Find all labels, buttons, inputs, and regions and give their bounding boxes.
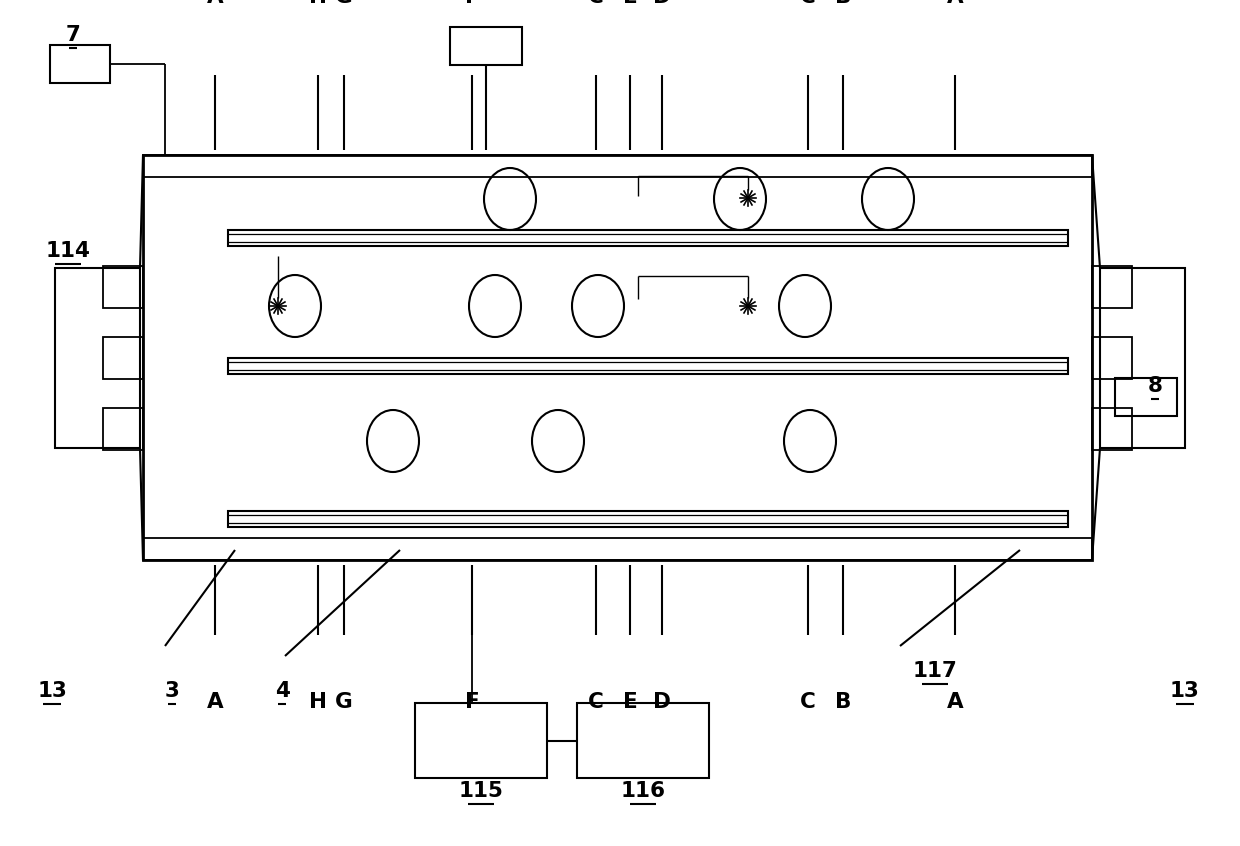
Text: F: F [465,692,480,712]
Bar [228,511,1068,527]
Bar [103,337,143,379]
Text: C: C [800,0,816,7]
Text: 13: 13 [37,681,67,701]
Bar [55,268,140,448]
Text: 115: 115 [459,781,503,801]
Bar [50,45,110,83]
Bar [1100,268,1185,448]
Text: A: A [207,0,223,7]
Text: 13: 13 [1171,681,1200,701]
Text: 4: 4 [274,681,289,701]
Text: 8: 8 [1147,376,1163,396]
Bar [228,358,1068,374]
Bar [1092,266,1132,308]
Text: C: C [800,692,816,712]
Text: 117: 117 [913,661,957,681]
Text: A: A [946,692,963,712]
Bar [450,27,522,65]
Text: H: H [309,692,327,712]
Bar [143,155,1092,177]
Text: G: G [335,692,353,712]
Text: C: C [588,0,604,7]
Text: B: B [835,0,851,7]
Text: E: E [622,0,637,7]
Bar [1092,337,1132,379]
Text: A: A [207,692,223,712]
Bar [415,703,547,778]
Text: C: C [588,692,604,712]
Text: B: B [835,692,851,712]
Bar [577,703,709,778]
Text: 7: 7 [66,25,81,45]
Text: E: E [622,692,637,712]
Text: 114: 114 [46,241,91,261]
Bar [103,266,143,308]
Text: A: A [946,0,963,7]
Text: 116: 116 [620,781,666,801]
Text: G: G [335,0,353,7]
Bar [103,408,143,450]
Text: D: D [653,0,671,7]
Bar [143,538,1092,560]
Text: 3: 3 [165,681,180,701]
Bar [228,230,1068,246]
Text: D: D [653,692,671,712]
Text: F: F [465,0,480,7]
Text: H: H [309,0,327,7]
Bar [143,155,1092,560]
Bar [1115,378,1177,416]
Bar [1092,408,1132,450]
